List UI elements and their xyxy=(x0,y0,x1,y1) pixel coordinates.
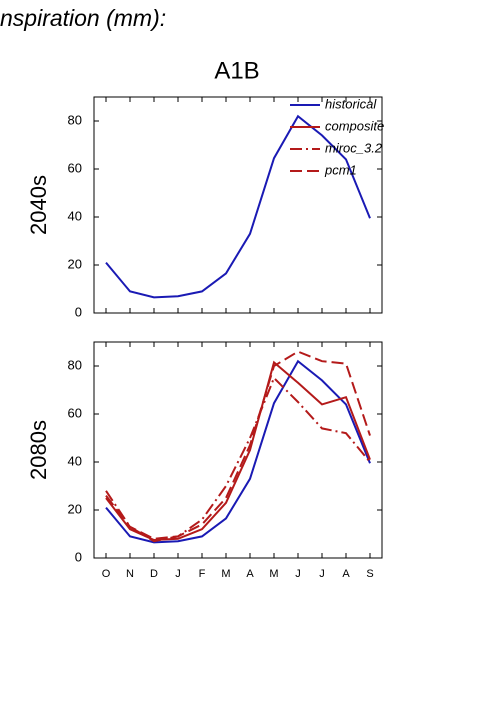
plot-frame xyxy=(93,96,383,314)
data-line xyxy=(105,376,371,543)
y-tick-label: 80 xyxy=(68,112,82,127)
x-tick-label: F xyxy=(199,568,206,580)
y-tick-label: 40 xyxy=(68,208,82,223)
y-axis-label: 2040s xyxy=(26,175,51,235)
x-tick-label: A xyxy=(342,568,350,580)
x-tick-label: N xyxy=(126,568,134,580)
x-tick-label: J xyxy=(175,568,181,580)
y-tick-label: 0 xyxy=(75,549,82,564)
x-tick-label: D xyxy=(150,568,158,580)
y-tick-label: 60 xyxy=(68,405,82,420)
data-line xyxy=(105,359,371,544)
data-line xyxy=(105,114,371,299)
x-tick-label: O xyxy=(102,568,111,580)
y-axis-label: 2080s xyxy=(26,420,51,480)
y-tick-label: 20 xyxy=(68,501,82,516)
legend-label: pcm1 xyxy=(324,162,357,177)
legend-label: composite xyxy=(325,118,384,133)
y-tick-label: 60 xyxy=(68,160,82,175)
y-tick-label: 0 xyxy=(75,304,82,319)
legend-label: miroc_3.2 xyxy=(325,140,383,155)
x-tick-label: A xyxy=(246,568,254,580)
y-tick-label: 40 xyxy=(68,453,82,468)
data-line xyxy=(105,350,371,540)
legend-label: historical xyxy=(325,96,377,111)
page-title: nspiration (mm): xyxy=(0,5,166,31)
x-tick-label: J xyxy=(319,568,325,580)
y-tick-label: 80 xyxy=(68,357,82,372)
plot-frame xyxy=(93,341,383,559)
x-tick-label: M xyxy=(269,568,278,580)
y-tick-label: 20 xyxy=(68,256,82,271)
x-tick-label: M xyxy=(221,568,230,580)
x-tick-label: J xyxy=(295,568,301,580)
scenario-title: A1B xyxy=(214,57,259,84)
x-tick-label: S xyxy=(366,568,373,580)
